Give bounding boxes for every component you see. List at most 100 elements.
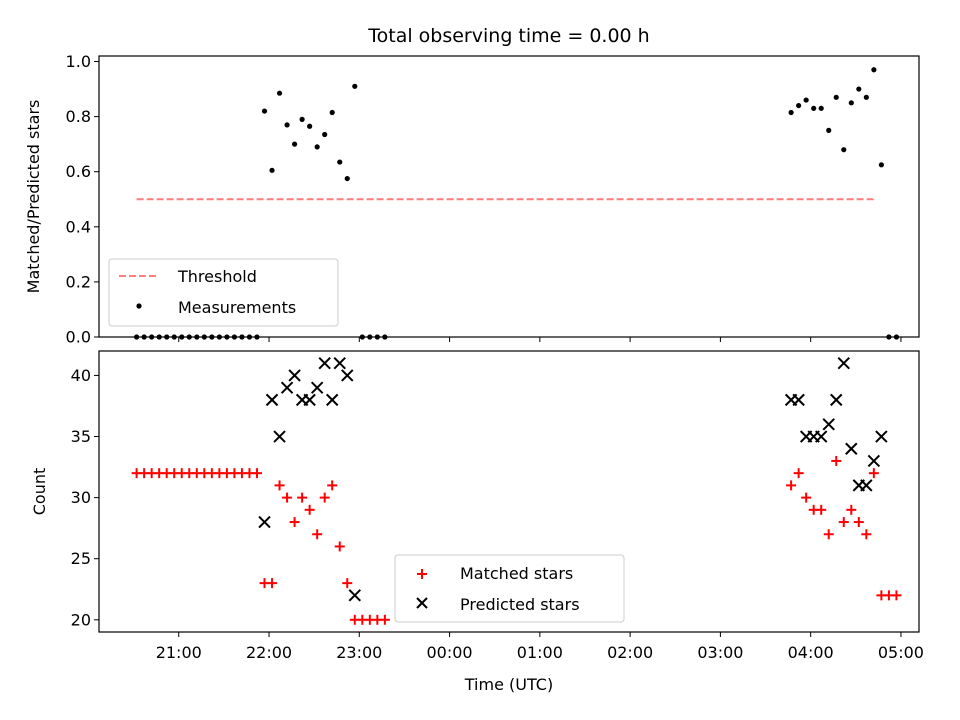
measurements-point bbox=[352, 83, 358, 89]
legend-predicted-swatch bbox=[416, 597, 428, 609]
measurements-point bbox=[833, 94, 839, 100]
predicted-stars-point bbox=[280, 381, 294, 394]
measurements-point bbox=[322, 131, 328, 138]
measurements-point bbox=[344, 175, 350, 182]
matched-stars-point bbox=[823, 529, 834, 540]
matched-stars-point bbox=[267, 578, 278, 589]
panel-count-ylabel: Count bbox=[30, 468, 49, 516]
predicted-stars-point bbox=[845, 442, 858, 455]
predicted-stars-point bbox=[265, 393, 279, 407]
matched-stars-point bbox=[846, 504, 857, 515]
predicted-stars-point bbox=[273, 430, 286, 443]
legend-threshold-label: Threshold bbox=[177, 267, 257, 286]
legend-matched-swatch bbox=[417, 569, 427, 579]
matched-stars-point bbox=[274, 480, 285, 491]
y-tick-label: 20 bbox=[71, 610, 91, 629]
x-tick-label: 05:00 bbox=[878, 643, 924, 662]
x-tick-label: 03:00 bbox=[697, 643, 743, 662]
measurements-point bbox=[299, 116, 305, 122]
matched-stars-point bbox=[831, 455, 842, 466]
x-tick-label: 02:00 bbox=[607, 643, 653, 662]
predicted-stars-point bbox=[348, 589, 361, 602]
matched-stars-point bbox=[327, 480, 338, 491]
matched-stars-point bbox=[251, 468, 262, 479]
panel-count-legend: Matched stars Predicted stars bbox=[394, 554, 625, 623]
measurements-point bbox=[307, 123, 313, 129]
matched-stars-point bbox=[304, 504, 315, 515]
y-tick-label: 0.8 bbox=[66, 107, 91, 126]
matched-stars-point bbox=[297, 492, 308, 503]
predicted-stars-point bbox=[341, 369, 354, 382]
predicted-stars-point bbox=[303, 393, 316, 407]
predicted-stars-point bbox=[830, 393, 843, 407]
legend-measurements-label: Measurements bbox=[178, 298, 296, 317]
measurements-point bbox=[826, 127, 832, 133]
predicted-stars-point bbox=[333, 357, 346, 370]
matched-stars-point bbox=[342, 578, 353, 589]
measurements-point bbox=[276, 90, 283, 96]
measurements-point bbox=[291, 141, 298, 147]
measurements-point bbox=[871, 67, 877, 73]
measurements-point bbox=[314, 144, 320, 150]
x-axis-label: Time (UTC) bbox=[464, 675, 553, 694]
matched-stars-point bbox=[801, 492, 812, 503]
x-tick-label: 21:00 bbox=[156, 643, 202, 662]
measurements-point bbox=[796, 102, 802, 109]
panel-count-frame bbox=[98, 350, 920, 633]
y-tick-label: 25 bbox=[71, 549, 91, 568]
predicted-stars-point bbox=[875, 430, 888, 443]
matched-stars-point bbox=[334, 541, 345, 552]
predicted-stars-point bbox=[258, 515, 271, 529]
measurements-point bbox=[284, 122, 290, 128]
measurements-point bbox=[803, 97, 809, 103]
measurements-point bbox=[856, 86, 862, 92]
panel-count: 20 25 30 35 40 21:00 22:00 23:00 00:00 01:00 02:0… bbox=[30, 350, 924, 694]
matched-stars-point bbox=[868, 468, 879, 479]
y-tick-label: 0.6 bbox=[66, 162, 91, 181]
matched-stars-point bbox=[861, 529, 872, 540]
matched-stars-point bbox=[793, 468, 804, 479]
legend-predicted-label: Predicted stars bbox=[460, 595, 580, 614]
matched-stars-point bbox=[379, 614, 390, 625]
x-tick-label: 22:00 bbox=[246, 643, 292, 662]
panel-count-legend-box bbox=[394, 554, 625, 623]
predicted-stars-point bbox=[792, 393, 805, 407]
predicted-stars-point bbox=[837, 357, 850, 370]
panel-ratio-legend: Threshold Measurements bbox=[108, 258, 339, 327]
predicted-stars-point bbox=[310, 381, 324, 394]
measurements-point bbox=[788, 109, 794, 116]
legend-measurements-swatch bbox=[136, 303, 142, 309]
y-tick-label: 40 bbox=[71, 366, 91, 385]
panel-ratio-frame bbox=[98, 55, 920, 338]
x-tick-label: 23:00 bbox=[336, 643, 382, 662]
predicted-stars-point bbox=[860, 479, 873, 492]
measurements-point bbox=[863, 94, 869, 100]
predicted-stars-point bbox=[867, 454, 881, 468]
y-tick-label: 1.0 bbox=[66, 52, 91, 71]
measurements-point bbox=[269, 167, 275, 173]
predicted-stars-point bbox=[822, 418, 835, 431]
measurements-point bbox=[878, 162, 884, 168]
predicted-stars-point bbox=[814, 430, 828, 443]
predicted-stars-point bbox=[326, 393, 339, 407]
chart-title: Total observing time = 0.00 h bbox=[367, 25, 649, 47]
matched-stars-point bbox=[838, 517, 849, 528]
x-tick-label: 00:00 bbox=[427, 643, 473, 662]
panel-ratio: 0.0 0.2 0.4 0.6 0.8 1.0 Matched/Predicted sta… bbox=[24, 52, 920, 347]
y-tick-label: 0.0 bbox=[66, 328, 91, 347]
measurements-point bbox=[811, 105, 817, 111]
measurements-point bbox=[329, 109, 335, 116]
matched-stars-point bbox=[289, 517, 300, 528]
matched-stars-point bbox=[786, 480, 797, 491]
matched-stars-point bbox=[853, 517, 864, 528]
panel-ratio-ylabel: Matched/Predicted stars bbox=[24, 100, 43, 294]
matched-stars-point bbox=[319, 492, 330, 503]
predicted-stars-point bbox=[288, 369, 301, 382]
y-tick-label: 30 bbox=[71, 488, 91, 507]
measurements-point bbox=[818, 105, 824, 111]
matched-stars-point bbox=[282, 492, 293, 503]
measurements-point bbox=[841, 147, 847, 153]
matched-stars-point bbox=[312, 529, 323, 540]
x-tick-label: 04:00 bbox=[788, 643, 834, 662]
